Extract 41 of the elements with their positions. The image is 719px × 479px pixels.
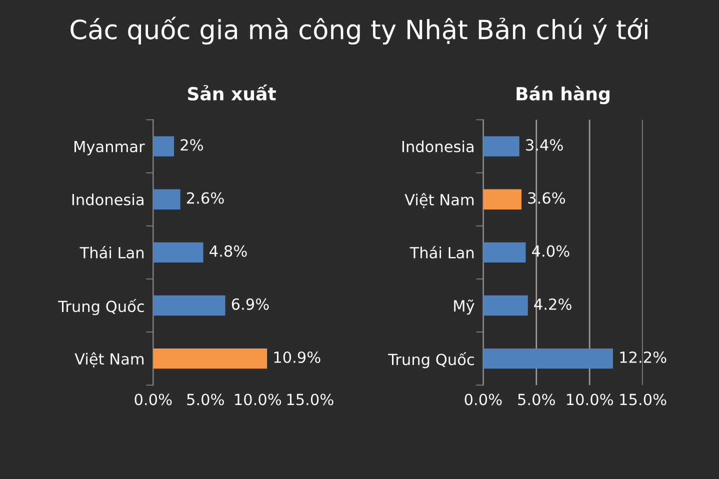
y-tick-label: Việt Nam	[74, 352, 144, 368]
chart-subtitle: Bán hàng	[516, 86, 610, 104]
x-tick-label: 5.0%	[187, 394, 224, 406]
data-label: 4.0%	[532, 245, 570, 257]
x-tick-label: 5.0%	[518, 394, 555, 406]
bar	[153, 348, 268, 369]
x-tick-label: 10.0%	[566, 394, 614, 406]
y-tick-label: Myanmar	[74, 140, 145, 156]
bar	[153, 242, 204, 263]
y-tick-label: Indonesia	[72, 194, 144, 206]
bar	[483, 348, 613, 369]
x-tick-label: 10.0%	[235, 394, 282, 406]
bar	[483, 189, 522, 210]
bar	[483, 295, 528, 316]
x-tick-label: 15.0%	[620, 394, 666, 406]
data-label: 3.6%	[528, 192, 565, 204]
y-tick-label: Trung Quốc	[388, 352, 474, 368]
x-tick-label: 0.0%	[134, 394, 172, 406]
data-label: 10.9%	[274, 351, 320, 364]
chart-title: Các quốc gia mà công ty Nhật Bản chú ý tới	[70, 16, 648, 45]
data-label: 12.2%	[620, 351, 666, 364]
bar	[153, 136, 174, 156]
y-tick-label: Mỹ	[454, 300, 474, 315]
chart-subtitle: Sản xuất	[188, 84, 276, 101]
x-tick-label: 0.0%	[464, 394, 502, 406]
y-tick-label: Thái Lan	[410, 246, 474, 258]
y-tick-label: Trung Quốc	[58, 299, 144, 316]
x-tick-label: 15.0%	[287, 394, 334, 406]
bar	[153, 189, 180, 210]
bar	[483, 136, 520, 156]
data-label: 4.8%	[210, 245, 247, 257]
y-tick-label: Thái Lan	[80, 246, 144, 258]
data-label: 6.9%	[232, 298, 269, 310]
y-tick-label: Indonesia	[402, 140, 474, 152]
data-label: 3.4%	[526, 139, 563, 151]
bar	[483, 242, 526, 263]
y-tick-label: Việt Nam	[404, 193, 474, 208]
bar	[153, 295, 226, 316]
data-label: 4.2%	[534, 298, 572, 310]
data-label: 2.6%	[186, 192, 224, 204]
data-label: 2%	[180, 139, 203, 151]
